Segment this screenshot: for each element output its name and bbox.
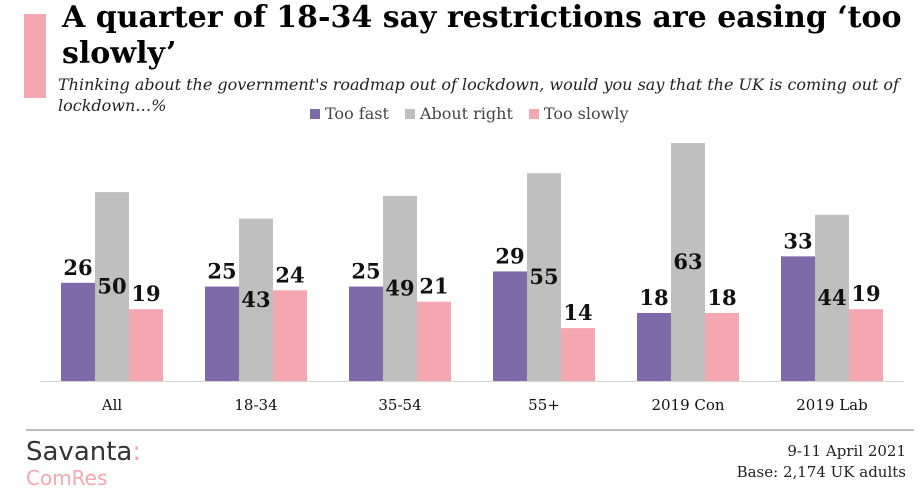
bar-too-fast-2019-lab — [781, 256, 815, 381]
data-label-too-fast-18-34: 25 — [207, 259, 236, 284]
data-label-too-slowly-35-54: 21 — [419, 274, 448, 299]
legend-item-too-fast: Too fast — [310, 104, 389, 123]
bar-too-slowly-35-54 — [417, 301, 451, 381]
category-label-all: All — [101, 396, 123, 414]
data-label-too-slowly-55: 14 — [563, 300, 592, 325]
data-label-too-fast-55: 29 — [495, 243, 524, 268]
data-label-about-right-35-54: 49 — [385, 275, 414, 300]
logo-sub: ComRes — [26, 466, 108, 490]
data-label-about-right-2019-lab: 44 — [817, 285, 846, 310]
bar-about-right-all — [95, 192, 129, 381]
data-label-too-fast-35-54: 25 — [351, 259, 380, 284]
category-label-35-54: 35-54 — [378, 396, 421, 414]
data-label-too-slowly-2019-lab: 19 — [851, 281, 880, 306]
logo-name: Savanta — [26, 437, 133, 467]
bar-too-slowly-all — [129, 309, 163, 381]
data-label-too-slowly-all: 19 — [131, 281, 160, 306]
legend-swatch-too-slowly — [528, 108, 539, 119]
legend-item-too-slowly: Too slowly — [528, 104, 629, 123]
data-label-about-right-18-34: 43 — [241, 287, 270, 312]
data-label-too-fast-2019-lab: 33 — [783, 228, 812, 253]
bar-about-right-18-34 — [239, 218, 273, 381]
legend: Too fast About right Too slowly — [310, 104, 628, 123]
legend-item-about-right: About right — [404, 104, 513, 123]
bar-too-slowly-55 — [561, 328, 595, 381]
bar-too-slowly-18-34 — [273, 290, 307, 381]
bar-too-fast-18-34 — [205, 286, 239, 381]
sample-base: Base: 2,174 UK adults — [736, 463, 906, 481]
legend-label-about-right: About right — [419, 104, 513, 123]
data-label-about-right-2019-con: 63 — [673, 249, 702, 274]
category-label-55: 55+ — [528, 396, 560, 414]
data-label-too-slowly-2019-con: 18 — [707, 285, 736, 310]
category-label-2019-con: 2019 Con — [651, 396, 724, 414]
bar-about-right-2019-con — [671, 143, 705, 381]
bar-too-fast-35-54 — [349, 286, 383, 381]
data-label-too-slowly-18-34: 24 — [275, 262, 304, 287]
legend-label-too-fast: Too fast — [325, 104, 389, 123]
category-label-2019-lab: 2019 Lab — [796, 396, 867, 414]
data-label-about-right-all: 50 — [97, 274, 126, 299]
bar-about-right-55 — [527, 173, 561, 381]
logo: Savanta: ComRes — [26, 438, 141, 490]
data-label-too-fast-all: 26 — [63, 255, 92, 280]
logo-colon: : — [132, 437, 142, 467]
bar-too-fast-2019-con — [637, 313, 671, 381]
legend-label-too-slowly: Too slowly — [543, 104, 629, 123]
data-label-too-fast-2019-con: 18 — [639, 285, 668, 310]
footer-divider — [26, 429, 914, 431]
bar-too-slowly-2019-con — [705, 313, 739, 381]
legend-swatch-about-right — [404, 108, 415, 119]
legend-swatch-too-fast — [310, 108, 320, 119]
fieldwork-date: 9-11 April 2021 — [787, 442, 906, 460]
data-label-about-right-55: 55 — [529, 264, 558, 289]
bar-about-right-35-54 — [383, 195, 417, 381]
category-label-18-34: 18-34 — [234, 396, 277, 414]
footnote: 9-11 April 2021 Base: 2,174 UK adults — [737, 441, 906, 483]
bar-too-fast-55 — [493, 271, 527, 381]
accent-bar — [24, 14, 46, 98]
bar-too-fast-all — [61, 282, 95, 381]
bar-too-slowly-2019-lab — [849, 309, 883, 381]
chart-subtitle: Thinking about the government's roadmap … — [58, 75, 899, 115]
chart-title: A quarter of 18-34 say restrictions are … — [62, 0, 902, 71]
bar-about-right-2019-lab — [815, 214, 849, 381]
